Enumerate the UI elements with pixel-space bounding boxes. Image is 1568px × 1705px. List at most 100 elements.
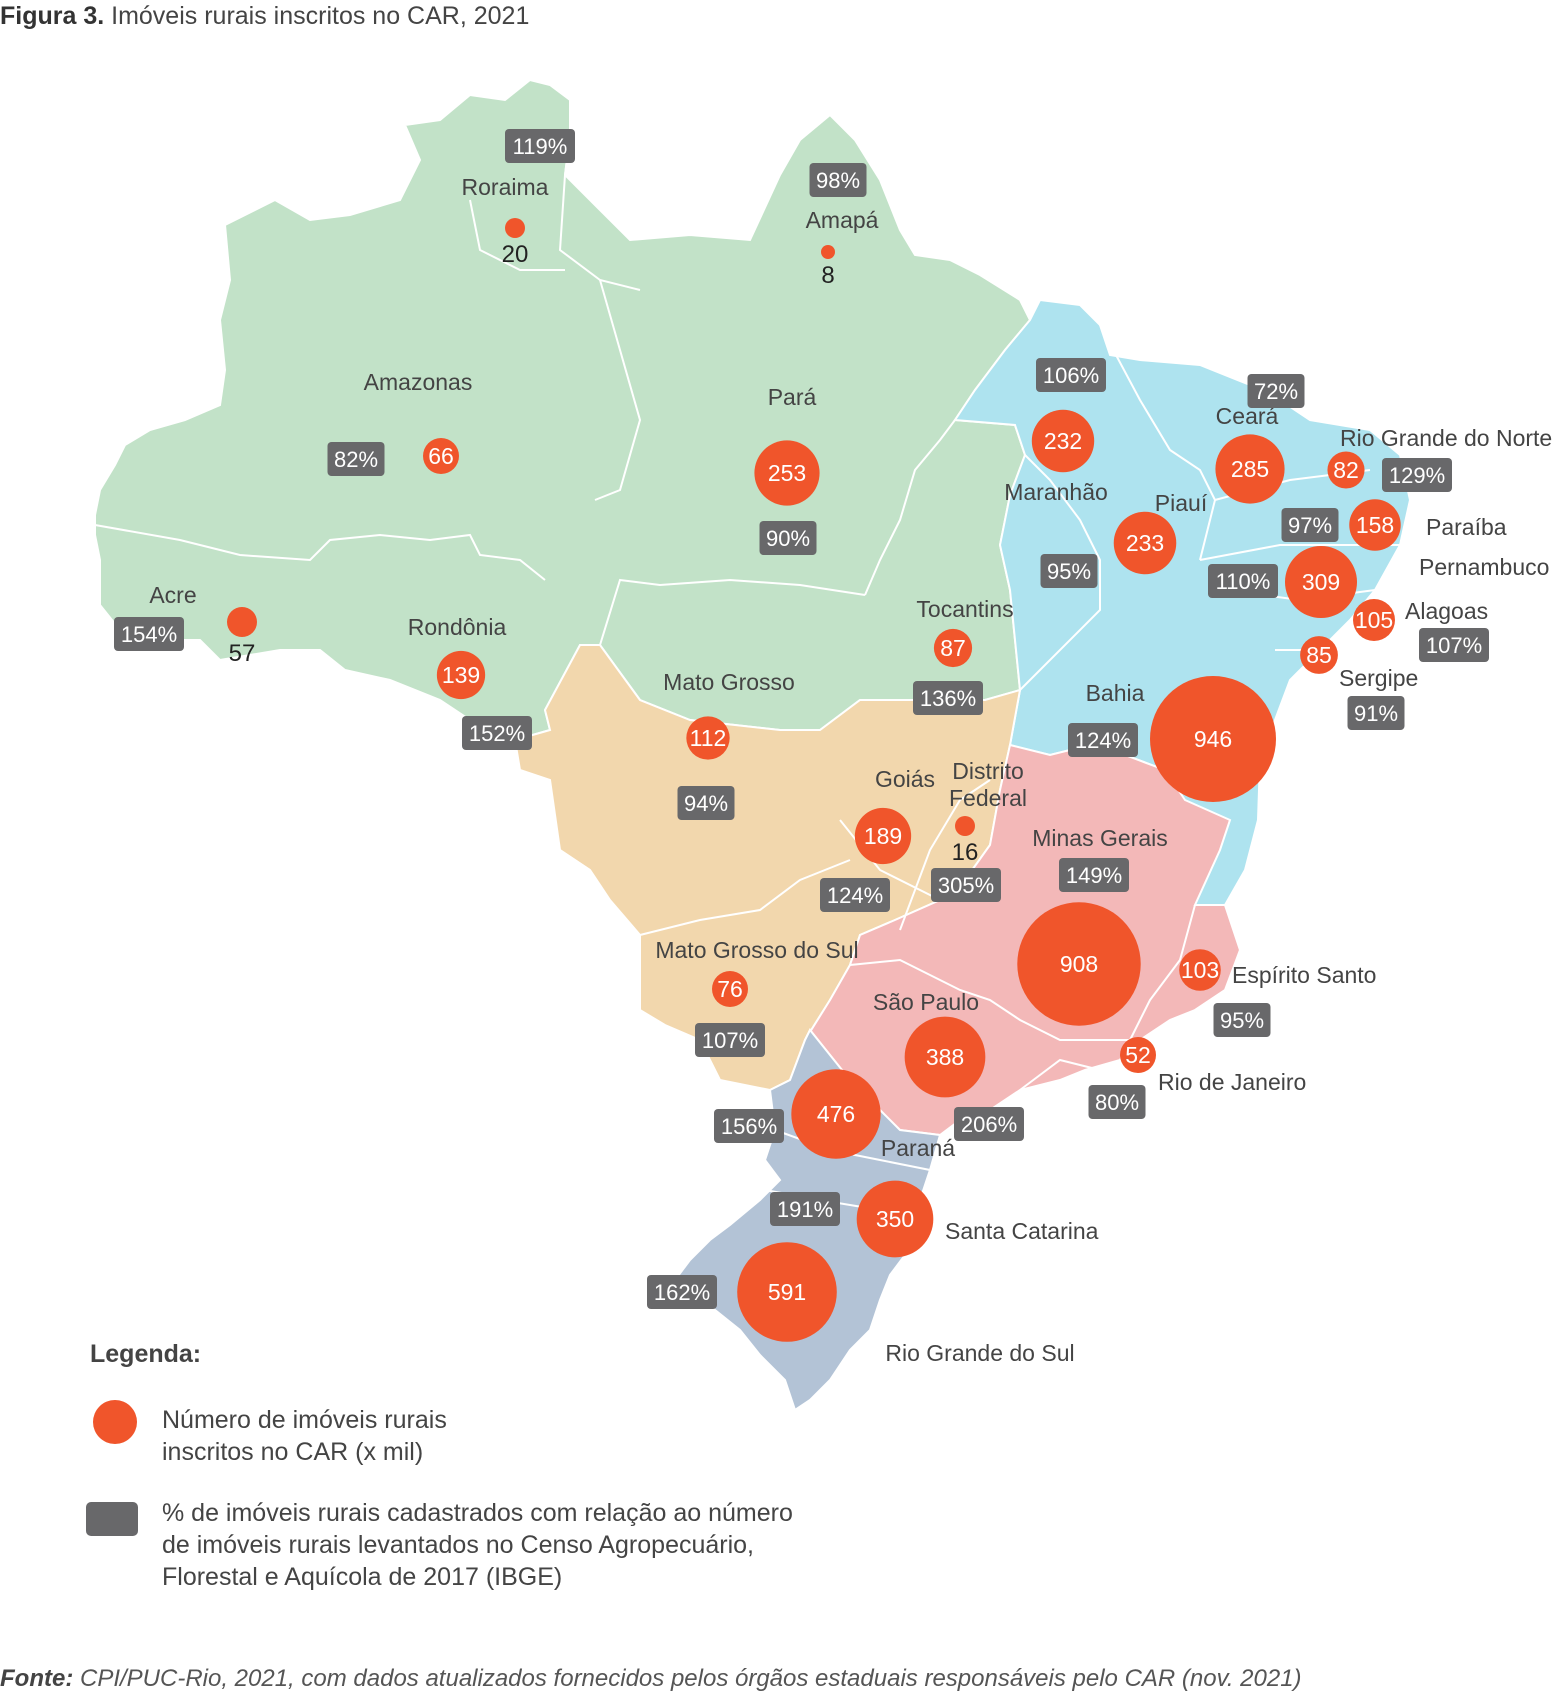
count-value-amapa: 8 [821, 262, 834, 289]
count-value-piaui: 233 [1126, 530, 1164, 556]
pct-value-minas-gerais: 149% [1066, 863, 1122, 888]
state-label-goias: Goiás [875, 766, 935, 792]
count-bubble-alagoas [1353, 599, 1395, 641]
figure-title: Figura 3. Imóveis rurais inscritos no CA… [0, 2, 529, 31]
count-bubble-mato-grosso [686, 716, 730, 760]
count-value-para: 253 [768, 460, 806, 486]
state-label-maranhao: Maranhão [1004, 479, 1108, 505]
pct-value-distrito-federal: 305% [938, 873, 994, 898]
pct-badge-parana [714, 1109, 784, 1143]
count-bubble-distrito-federal [955, 816, 975, 836]
state-label-espirito-santo: Espírito Santo [1232, 962, 1376, 988]
count-bubble-para [754, 440, 820, 506]
count-value-minas-gerais: 908 [1060, 951, 1098, 977]
count-bubble-amazonas [423, 438, 459, 474]
count-value-paraiba: 158 [1356, 512, 1394, 538]
count-value-mato-grosso-do-sul: 76 [717, 976, 743, 1002]
count-bubble-espirito-santo [1179, 949, 1221, 991]
pct-value-rio-grande-do-norte: 129% [1389, 463, 1445, 488]
count-bubble-ceara [1215, 434, 1285, 504]
count-bubble-parana [791, 1069, 881, 1159]
pct-value-mato-grosso: 94% [684, 791, 728, 816]
count-bubble-rio-grande-do-sul [737, 1242, 837, 1342]
figure-title-text: Imóveis rurais inscritos no CAR, 2021 [104, 2, 530, 30]
count-value-rio-de-janeiro: 52 [1125, 1042, 1151, 1068]
count-value-maranhao: 232 [1044, 428, 1082, 454]
state-label-bahia: Bahia [1086, 680, 1145, 706]
state-label-mato-grosso: Mato Grosso [663, 669, 795, 695]
legend-badge-icon [86, 1502, 138, 1536]
state-label-rio-grande-do-norte: Rio Grande do Norte [1340, 425, 1552, 451]
count-value-tocantins: 87 [940, 635, 966, 661]
count-bubble-minas-gerais [1017, 902, 1141, 1026]
count-value-espirito-santo: 103 [1181, 957, 1219, 983]
pct-value-acre: 154% [121, 622, 177, 647]
count-bubble-acre [227, 607, 257, 637]
state-label-alagoas: Alagoas [1405, 598, 1488, 624]
count-bubble-mato-grosso-do-sul [712, 971, 748, 1007]
count-bubble-santa-catarina [856, 1180, 934, 1258]
pct-badge-tocantins [913, 681, 983, 715]
count-bubble-rio-de-janeiro [1120, 1037, 1156, 1073]
state-label-sergipe: Sergipe [1339, 665, 1418, 691]
pct-badge-maranhao [1036, 358, 1106, 392]
state-label-santa-catarina: Santa Catarina [945, 1218, 1099, 1244]
pct-badge-ceara [1247, 374, 1305, 408]
state-label-piaui: Piauí [1155, 490, 1208, 516]
count-bubble-piaui [1113, 511, 1177, 575]
count-value-pernambuco: 309 [1302, 569, 1340, 595]
count-value-santa-catarina: 350 [876, 1206, 914, 1232]
map-markers: Roraima 20 119% Amapá 8 98% Amazonas 66 82% Pará 2… [114, 129, 1552, 1366]
pct-value-bahia: 124% [1075, 728, 1131, 753]
legend-item-percent: % de imóveis rurais cadastrados com rela… [162, 1499, 793, 1591]
pct-badge-alagoas [1419, 628, 1489, 662]
count-bubble-maranhao [1031, 409, 1095, 473]
pct-badge-para [759, 521, 817, 555]
count-value-bahia: 946 [1194, 726, 1232, 752]
count-value-goias: 189 [864, 823, 902, 849]
pct-badge-roraima [505, 129, 575, 163]
pct-badge-minas-gerais [1059, 858, 1129, 892]
pct-badge-piaui [1040, 554, 1098, 588]
count-bubble-rondonia [436, 650, 486, 700]
count-value-amazonas: 66 [428, 443, 454, 469]
state-label-amapa: Amapá [806, 207, 879, 233]
pct-value-roraima: 119% [513, 134, 568, 159]
pct-value-goias: 124% [827, 883, 883, 908]
pct-value-para: 90% [766, 526, 810, 551]
pct-badge-sao-paulo [954, 1107, 1024, 1141]
count-bubble-sergipe [1300, 636, 1338, 674]
pct-badge-pernambuco [1208, 564, 1278, 598]
pct-value-amapa: 98% [816, 168, 860, 193]
pct-badge-sergipe [1347, 696, 1405, 730]
pct-value-rio-de-janeiro: 80% [1095, 1090, 1139, 1115]
pct-badge-acre [114, 617, 184, 651]
pct-value-mato-grosso-do-sul: 107% [702, 1028, 758, 1053]
pct-value-maranhao: 106% [1043, 363, 1099, 388]
region-norte [94, 78, 1032, 742]
pct-value-alagoas: 107% [1426, 633, 1482, 658]
pct-value-rondonia: 152% [469, 721, 525, 746]
pct-value-pernambuco: 110% [1216, 569, 1271, 594]
pct-badge-paraiba [1281, 508, 1339, 542]
pct-badge-rio-grande-do-norte [1382, 458, 1452, 492]
pct-badge-goias [820, 878, 890, 912]
pct-value-sao-paulo: 206% [961, 1112, 1017, 1137]
state-label-tocantins: Tocantins [916, 596, 1013, 622]
source-text: CPI/PUC-Rio, 2021, com dados atualizados… [73, 1665, 1302, 1692]
source-note: Fonte: CPI/PUC-Rio, 2021, com dados atua… [0, 1665, 1302, 1693]
legend-heading: Legenda: [90, 1340, 202, 1368]
state-label-minas-gerais: Minas Gerais [1032, 825, 1167, 851]
count-value-acre: 57 [229, 640, 256, 667]
source-prefix: Fonte: [0, 1665, 74, 1692]
figure-title-prefix: Figura 3. [0, 2, 105, 30]
pct-badge-bahia [1068, 723, 1138, 757]
pct-badge-mato-grosso-do-sul [695, 1023, 765, 1057]
pct-badge-amazonas [327, 442, 385, 476]
pct-badge-distrito-federal [931, 868, 1001, 902]
pct-value-rio-grande-do-sul: 162% [654, 1280, 710, 1305]
count-value-alagoas: 105 [1355, 607, 1393, 633]
state-label-pernambuco: Pernambuco [1419, 554, 1549, 580]
count-value-rio-grande-do-norte: 82 [1333, 457, 1359, 483]
